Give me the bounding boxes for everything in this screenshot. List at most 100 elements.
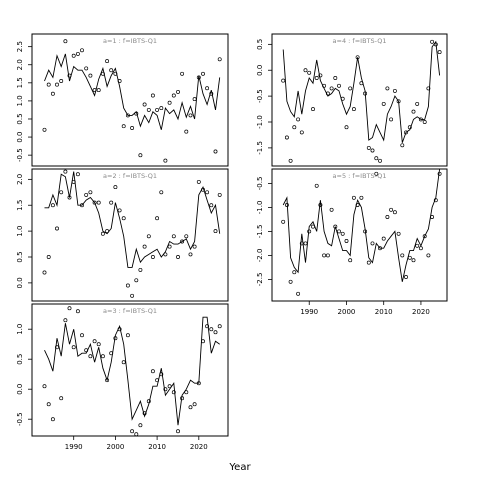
data-point [176, 255, 180, 259]
data-point [159, 190, 164, 195]
data-point [192, 97, 197, 102]
panel-title: a=5 : f=IBTS-Q1 [333, 172, 387, 180]
y-tick-label: 1.5 [16, 77, 24, 88]
data-point [322, 253, 327, 258]
data-point [150, 93, 155, 98]
data-point [109, 200, 114, 205]
data-point [322, 83, 327, 88]
data-point [311, 107, 315, 112]
data-point [130, 293, 135, 298]
data-point [59, 396, 64, 401]
y-tick-label: 2.0 [16, 59, 24, 70]
data-point [84, 348, 89, 353]
panel-a3: a=3 : f=IBTS-Q1 -0.5 0.0 0.5 1.0 1990 2000 2010… [16, 303, 229, 451]
data-point [400, 143, 405, 148]
data-point [42, 127, 47, 132]
y-tick-label: 0.0 [16, 131, 24, 142]
data-point [155, 378, 160, 383]
data-point [159, 106, 164, 111]
data-point [437, 171, 442, 176]
data-point [46, 255, 51, 259]
plot-frame [31, 168, 229, 302]
x-tick-label: 2000 [106, 443, 124, 451]
data-point [109, 68, 114, 73]
data-point [59, 79, 64, 83]
data-point [171, 234, 176, 239]
data-point [50, 417, 55, 422]
data-point [171, 390, 176, 395]
data-point [348, 258, 353, 263]
data-point [130, 126, 135, 130]
data-point [418, 246, 423, 251]
data-point [167, 100, 172, 105]
data-point [80, 48, 84, 53]
data-point [134, 432, 139, 437]
y-tick-label: 1.0 [16, 95, 24, 106]
y-tick-label: 0.0 [16, 277, 24, 288]
panel-title: a=3 : f=IBTS-Q1 [103, 307, 157, 315]
data-point [117, 79, 122, 83]
data-point [205, 324, 210, 329]
data-point [155, 216, 160, 221]
series-line [282, 168, 441, 282]
data-point [42, 270, 47, 275]
data-point [348, 86, 353, 91]
panel-a4: a=4 : f=IBTS-Q1 -1.5 -1.0 -0.5 0.0 0.5 [256, 33, 448, 167]
data-point [385, 215, 390, 219]
plot-frame [271, 168, 448, 302]
data-point [201, 339, 205, 344]
x-tick-label: 2020 [412, 308, 430, 316]
data-point [307, 229, 312, 234]
data-point [205, 190, 210, 195]
data-point [42, 384, 47, 389]
data-point [113, 185, 118, 190]
data-point [205, 86, 210, 91]
data-point [88, 354, 93, 359]
data-point [155, 107, 160, 112]
data-point [217, 324, 222, 329]
data-point [71, 179, 76, 184]
data-point [325, 253, 330, 258]
y-tick-label: 1.0 [16, 226, 24, 237]
data-point [63, 169, 68, 174]
data-point [184, 390, 189, 395]
data-point [92, 339, 97, 344]
data-point [209, 327, 214, 332]
data-point [75, 172, 80, 177]
x-tick-label: 1990 [65, 443, 83, 451]
y-tick-label: -1.5 [256, 141, 264, 155]
y-tick-label: -1.0 [256, 201, 264, 215]
series-line [44, 171, 221, 268]
data-point [125, 283, 130, 288]
data-point [411, 258, 416, 263]
data-point [150, 369, 155, 374]
data-point [192, 244, 197, 249]
data-point [71, 53, 76, 58]
data-point [84, 66, 89, 71]
data-point [150, 255, 155, 259]
data-point [75, 51, 80, 56]
data-point [125, 333, 130, 338]
data-point [392, 88, 397, 93]
data-point [318, 73, 323, 78]
data-point [201, 71, 205, 76]
data-point [55, 226, 59, 231]
y-tick-label: 0.5 [256, 39, 264, 50]
data-point [167, 384, 172, 389]
data-point [163, 252, 168, 257]
data-point [55, 345, 59, 350]
data-point [337, 83, 341, 88]
data-point [292, 270, 297, 275]
data-point [138, 153, 143, 158]
data-point [407, 255, 412, 260]
data-point [381, 101, 386, 106]
data-point [121, 360, 126, 365]
data-point [433, 198, 438, 203]
data-point [125, 113, 130, 118]
data-point [213, 229, 218, 234]
data-point [88, 73, 93, 78]
data-point [311, 224, 315, 229]
data-point [381, 236, 386, 241]
data-point [100, 71, 105, 76]
data-point [422, 120, 427, 124]
